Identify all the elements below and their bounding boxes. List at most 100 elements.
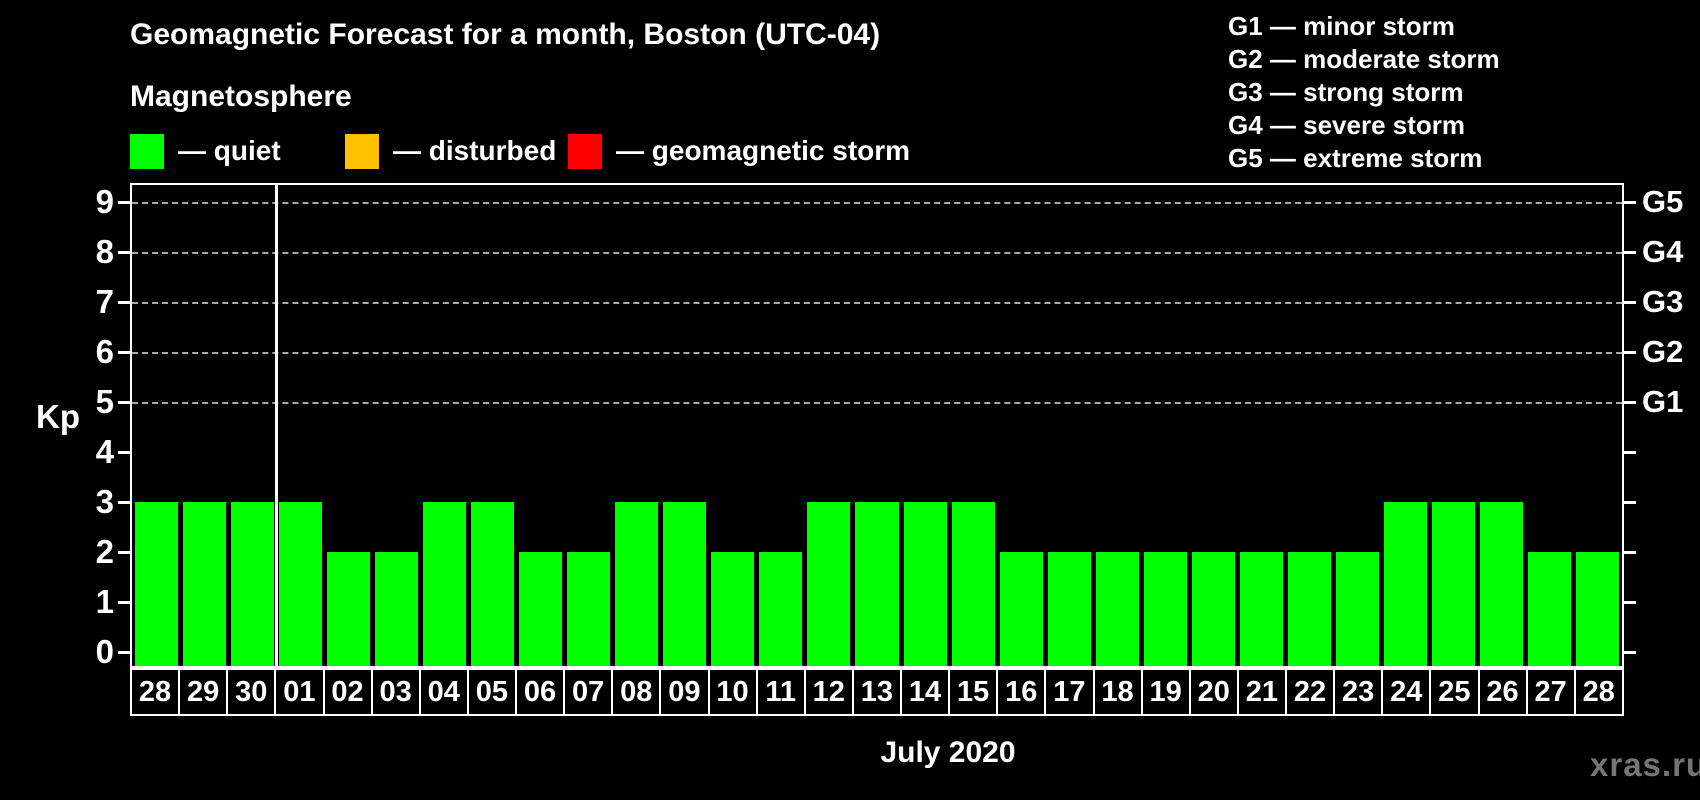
activity-legend: — quiet — disturbed — geomagnetic storm bbox=[0, 133, 1100, 169]
right-tick-kp3 bbox=[1624, 501, 1636, 504]
legend-item-disturbed: — disturbed bbox=[345, 133, 556, 169]
kp-bar-day-16 bbox=[999, 552, 1043, 666]
left-tick-kp1 bbox=[118, 601, 130, 604]
kp-bar-day-13 bbox=[855, 502, 899, 666]
x-axis-title: July 2020 bbox=[880, 736, 1016, 769]
kp-bar-day-22 bbox=[1288, 552, 1332, 666]
day-label-cell: 01 bbox=[274, 668, 325, 716]
day-label-cell: 03 bbox=[370, 668, 421, 716]
day-label-cell: 06 bbox=[515, 668, 566, 716]
right-tick-kp4 bbox=[1624, 451, 1636, 454]
right-tick-kp7 bbox=[1624, 301, 1636, 304]
kp-bar-day-17 bbox=[1047, 552, 1091, 666]
y-tick-label-7: 7 bbox=[95, 283, 114, 320]
day-label-cell: 14 bbox=[900, 668, 951, 716]
day-label-cell: 16 bbox=[996, 668, 1047, 716]
kp-bar-day-29 bbox=[182, 502, 226, 666]
right-tick-kp1 bbox=[1624, 601, 1636, 604]
day-label-cell: 18 bbox=[1092, 668, 1143, 716]
left-tick-kp8 bbox=[118, 251, 130, 254]
right-axis-label-g1: G1 bbox=[1642, 384, 1684, 419]
kp-bar-day-06 bbox=[519, 552, 563, 666]
magnetosphere-legend-title: Magnetosphere bbox=[130, 80, 352, 113]
storm-legend-line-g1: G1 — minor storm bbox=[1228, 11, 1455, 41]
page-title: Geomagnetic Forecast for a month, Boston… bbox=[130, 18, 881, 51]
legend-item-geomagnetic-storm: — geomagnetic storm bbox=[568, 133, 910, 169]
day-label-cell: 04 bbox=[418, 668, 469, 716]
left-tick-kp7 bbox=[118, 301, 130, 304]
kp-bar-day-21 bbox=[1239, 552, 1284, 666]
plot-inner bbox=[132, 185, 1622, 666]
right-tick-kp6 bbox=[1624, 351, 1636, 354]
kp-bar-day-28 bbox=[134, 502, 178, 666]
kp-bar-day-28 bbox=[1576, 552, 1620, 666]
kp-bar-day-19 bbox=[1143, 552, 1187, 666]
day-label-cell: 29 bbox=[178, 668, 229, 716]
right-tick-kp5 bbox=[1624, 401, 1636, 404]
kp-bar-day-08 bbox=[615, 502, 659, 666]
y-tick-label-5: 5 bbox=[95, 383, 114, 420]
storm-legend-line-g5: G5 — extreme storm bbox=[1228, 143, 1483, 173]
day-label-cell: 21 bbox=[1236, 668, 1287, 716]
right-tick-kp0 bbox=[1624, 651, 1636, 654]
right-axis-label-g2: G2 bbox=[1642, 334, 1684, 369]
day-label-cell: 02 bbox=[322, 668, 373, 716]
day-label-cell: 15 bbox=[948, 668, 999, 716]
legend-label-quiet: — quiet bbox=[178, 135, 281, 166]
kp-bar-day-01 bbox=[278, 502, 322, 666]
day-label-cell: 05 bbox=[466, 668, 517, 716]
disturbed-swatch-icon bbox=[345, 133, 379, 169]
y-tick-label-3: 3 bbox=[95, 483, 114, 520]
storm-legend-line-g4: G4 — severe storm bbox=[1228, 110, 1466, 140]
storm-legend-line-g3: G3 — strong storm bbox=[1228, 77, 1464, 107]
legend-item-quiet: — quiet bbox=[130, 133, 281, 169]
right-tick-kp9 bbox=[1624, 201, 1636, 204]
storm-scale-legend: G1 — minor storm G2 — moderate storm G3 — … bbox=[1228, 10, 1500, 175]
kp-bar-day-30 bbox=[230, 502, 274, 666]
kp-bar-day-07 bbox=[567, 552, 611, 666]
gridline-kp7 bbox=[132, 302, 1622, 304]
day-label-cell: 25 bbox=[1429, 668, 1480, 716]
kp-bar-day-15 bbox=[951, 502, 995, 666]
watermark: xras.ru bbox=[1590, 746, 1700, 783]
day-label-cell: 20 bbox=[1188, 668, 1239, 716]
day-label-cell: 23 bbox=[1333, 668, 1384, 716]
day-label-cell: 17 bbox=[1044, 668, 1095, 716]
right-axis-label-g4: G4 bbox=[1642, 234, 1684, 269]
day-label-cell: 12 bbox=[803, 668, 854, 716]
x-axis-day-labels: 28 29 30 01 02 03 04 05 06 07 08 09 10 11 12 13 14 15 16 17… bbox=[130, 668, 1624, 716]
left-tick-kp3 bbox=[118, 501, 130, 504]
y-axis-title: Kp bbox=[36, 398, 80, 435]
day-label-cell: 22 bbox=[1285, 668, 1336, 716]
day-label-cell: 28 bbox=[130, 668, 181, 716]
day-label-cell: 24 bbox=[1381, 668, 1432, 716]
kp-bar-day-12 bbox=[807, 502, 851, 666]
day-label-cell: 10 bbox=[707, 668, 758, 716]
right-axis-label-g3: G3 bbox=[1642, 284, 1684, 319]
kp-bar-day-25 bbox=[1432, 502, 1476, 666]
plot-area bbox=[130, 183, 1624, 668]
storm-legend-line-g2: G2 — moderate storm bbox=[1228, 44, 1500, 74]
day-label-cell: 11 bbox=[755, 668, 806, 716]
day-label-cell: 07 bbox=[563, 668, 614, 716]
kp-bar-day-05 bbox=[470, 502, 514, 666]
kp-bar-day-24 bbox=[1384, 502, 1428, 666]
day-label-cell: 13 bbox=[851, 668, 902, 716]
y-tick-label-6: 6 bbox=[95, 333, 114, 370]
left-tick-kp4 bbox=[118, 451, 130, 454]
y-tick-label-9: 9 bbox=[95, 183, 114, 220]
day-label-cell: 27 bbox=[1525, 668, 1576, 716]
right-tick-kp2 bbox=[1624, 551, 1636, 554]
day-label-cell: 30 bbox=[226, 668, 277, 716]
day-label-cell: 28 bbox=[1573, 668, 1624, 716]
kp-bar-day-09 bbox=[663, 502, 707, 666]
gridline-kp6 bbox=[132, 352, 1622, 354]
left-tick-kp9 bbox=[118, 201, 130, 204]
geomagnetic-storm-swatch-icon bbox=[568, 133, 602, 169]
left-tick-kp5 bbox=[118, 401, 130, 404]
gridline-kp9 bbox=[132, 202, 1622, 204]
day-label-cell: 26 bbox=[1477, 668, 1528, 716]
y-tick-label-1: 1 bbox=[95, 583, 114, 620]
kp-bar-day-10 bbox=[711, 552, 755, 666]
